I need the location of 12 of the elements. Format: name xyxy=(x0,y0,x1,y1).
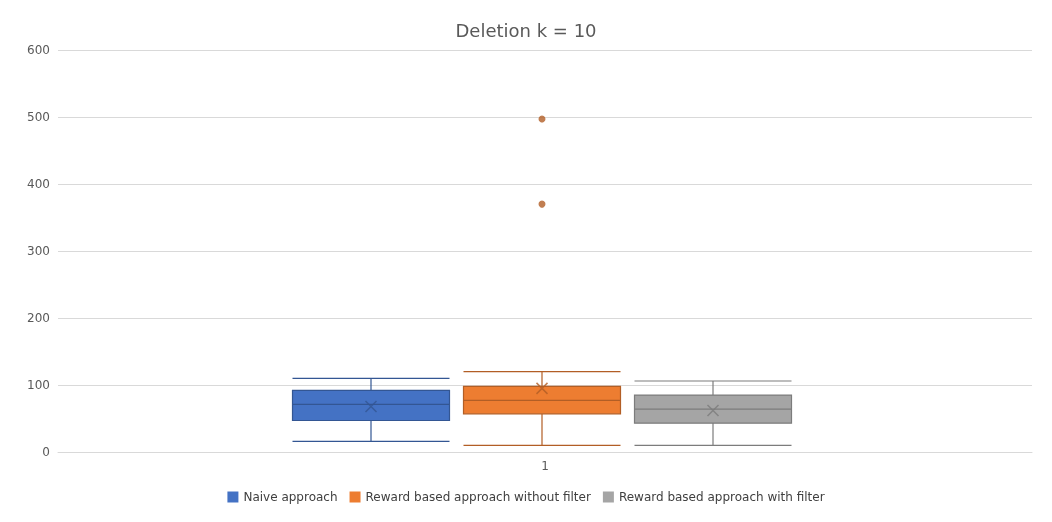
legend-label: Reward based approach with filter xyxy=(618,490,825,504)
y-tick-label: 100 xyxy=(27,378,50,392)
x-tick-label: 1 xyxy=(541,459,549,473)
y-tick-label: 500 xyxy=(27,110,50,124)
y-tick-label: 400 xyxy=(27,177,50,191)
legend-label: Reward based approach without filter xyxy=(365,490,591,504)
y-tick-label: 200 xyxy=(27,311,50,325)
legend-label: Naive approach xyxy=(243,490,338,504)
y-tick-label: 0 xyxy=(42,445,50,459)
chart-title: Deletion k = 10 xyxy=(455,19,597,41)
y-tick-label: 300 xyxy=(27,244,50,258)
y-tick-label: 600 xyxy=(27,43,50,57)
